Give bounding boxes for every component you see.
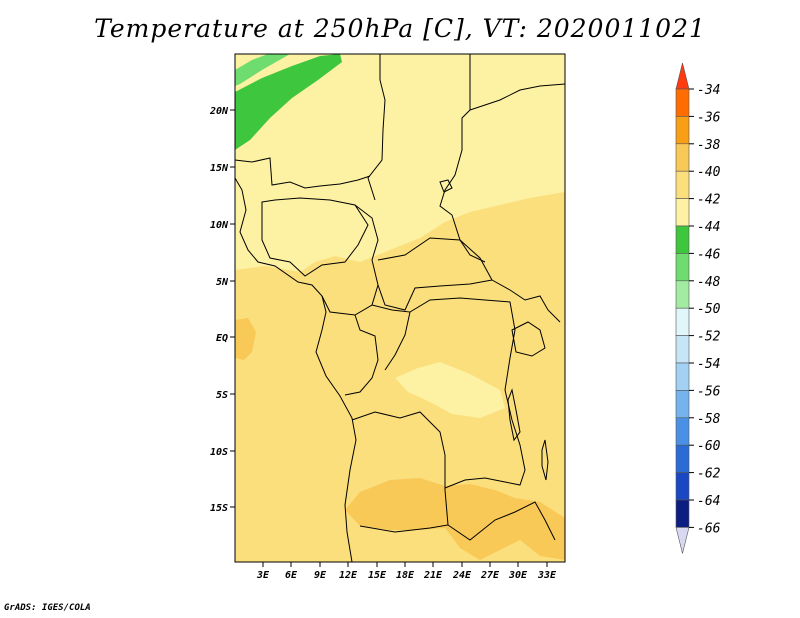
border-car: [377, 237, 493, 311]
colorbar-segment: [675, 307, 690, 336]
lon-label: 30E: [508, 570, 528, 581]
colorbar-label: -38: [697, 138, 721, 153]
border-congo: [344, 304, 411, 396]
credit-text: GrADS: IGES/COLA: [4, 603, 91, 613]
field-pale-patch: [395, 362, 505, 418]
colorbar-segment: [675, 280, 690, 309]
border-sahara-east: [367, 54, 386, 201]
colorbar-label: -46: [697, 247, 721, 262]
lat-label: 15N: [210, 163, 229, 174]
map-frame: [234, 53, 566, 563]
lake-chad: [439, 179, 453, 193]
colorbar-over-triangle: [675, 62, 690, 90]
colorbar-label: -54: [697, 357, 720, 372]
field-orange-west: [235, 318, 256, 360]
lon-label: 33E: [537, 570, 557, 581]
lat-axis: 20N 15N 10N 5N EQ 5S 10S 15S: [209, 106, 235, 514]
colorbar-label: -58: [697, 412, 721, 427]
border-libya-egypt: [469, 83, 565, 111]
colorbar-segment: [675, 170, 690, 199]
lat-label: EQ: [216, 333, 228, 344]
border-nigeria: [261, 197, 369, 277]
lake-malawi: [541, 439, 549, 481]
colorbar-segment: [675, 335, 690, 364]
lon-label: 27E: [480, 570, 500, 581]
colorbar-segment: [675, 88, 690, 117]
lat-label: 5N: [216, 277, 229, 288]
lon-label: 15E: [368, 570, 387, 581]
chart-title: Temperature at 250hPa [C], VT: 202001102…: [94, 14, 706, 43]
colorbar: -34 -36 -38 -40 -42 -44 -46 -48 -50 -52 -54 -56 -58 -…: [675, 62, 721, 554]
colorbar-segment: [675, 143, 690, 172]
lon-label: 24E: [452, 570, 472, 581]
lat-label: 15S: [210, 503, 228, 514]
colorbar-segment: [675, 198, 690, 227]
border-southern: [447, 501, 556, 541]
colorbar-segment: [675, 444, 690, 473]
colorbar-segment: [675, 417, 690, 446]
colorbar-label: -42: [697, 193, 721, 208]
lon-label: 6E: [285, 570, 298, 581]
colorbar-label: -66: [697, 521, 721, 536]
colorbar-under-triangle: [675, 527, 690, 554]
colorbar-label: -62: [697, 467, 721, 482]
borders: [235, 54, 565, 562]
lat-label: 20N: [209, 106, 229, 117]
colorbar-segment: [675, 472, 690, 501]
lat-label: 5S: [216, 390, 228, 401]
colorbar-label: -50: [697, 302, 721, 317]
temperature-field: [235, 54, 565, 562]
border-mali-niger: [235, 157, 371, 189]
coastline-west-africa: [235, 177, 357, 562]
border-sudan-south: [491, 279, 561, 323]
colorbar-label: -52: [697, 330, 721, 345]
field-green-band: [235, 54, 342, 150]
lon-label: 21E: [423, 570, 443, 581]
colorbar-segment: [675, 390, 690, 419]
lat-label: 10S: [210, 447, 228, 458]
colorbar-label: -64: [697, 494, 720, 509]
lake-victoria: [511, 321, 546, 357]
colorbar-segment: [675, 116, 690, 145]
lake-tanganyika: [507, 388, 521, 442]
border-niger-chad: [439, 54, 486, 263]
colorbar-label: -34: [697, 83, 720, 98]
lat-label: 10N: [210, 220, 229, 231]
border-angola: [351, 411, 449, 533]
lon-label: 9E: [314, 570, 327, 581]
colorbar-segment: [675, 362, 690, 391]
colorbar-segment: [675, 499, 690, 528]
colorbar-label: -36: [697, 110, 721, 125]
lon-label: 18E: [396, 570, 415, 581]
colorbar-segment: [675, 253, 690, 282]
colorbar-segment: [675, 225, 690, 254]
colorbar-label: -56: [697, 384, 721, 399]
colorbar-label: -40: [697, 165, 721, 180]
field-green-light: [235, 54, 290, 86]
colorbar-label: -44: [697, 220, 720, 235]
lon-label: 3E: [256, 570, 270, 581]
colorbar-label: -48: [697, 275, 721, 290]
lon-label: 12E: [339, 570, 358, 581]
field-orange-south: [345, 478, 565, 560]
lon-axis: 3E 6E 9E 12E 15E 18E 21E 24E 27E 30E 33E: [256, 562, 557, 581]
colorbar-label: -60: [697, 439, 721, 454]
